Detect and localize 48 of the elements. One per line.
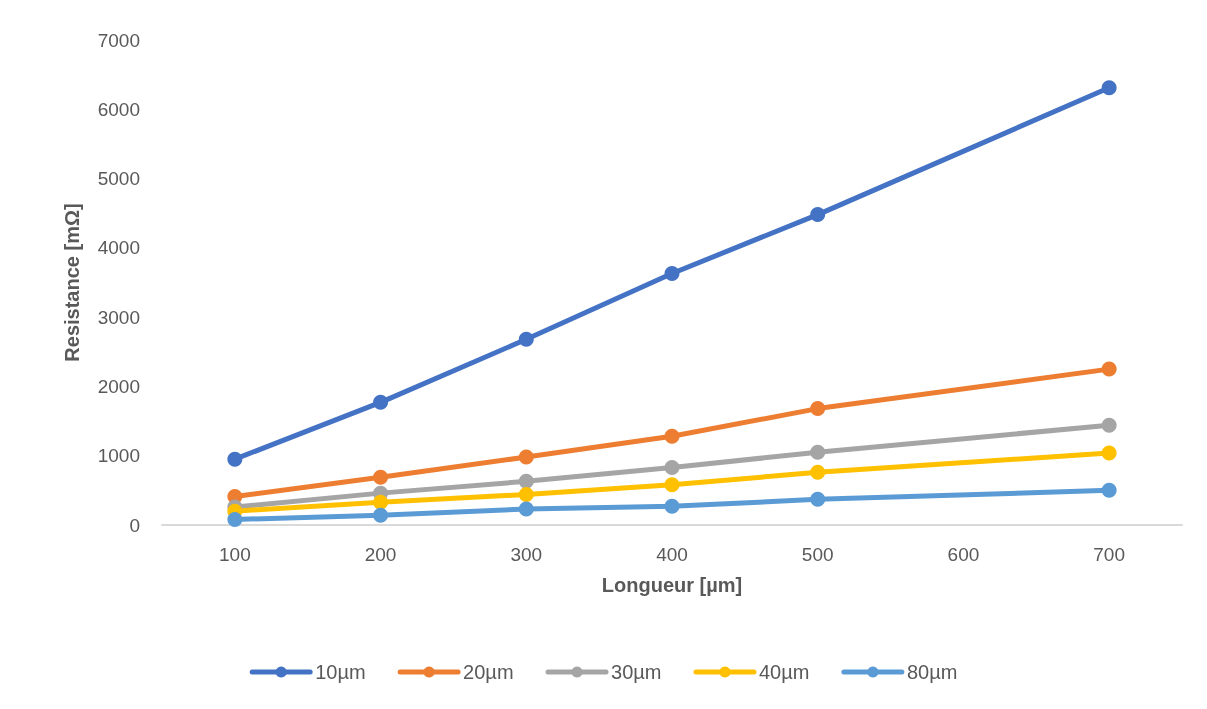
y-tick-label: 5000 — [97, 168, 140, 190]
legend-label: 20µm — [463, 661, 514, 683]
point — [1101, 80, 1117, 96]
y-tick-label: 4000 — [97, 237, 140, 259]
point — [227, 511, 243, 527]
x-axis-title: Longueur [µm] — [601, 574, 743, 596]
point — [1101, 361, 1117, 377]
y-axis-title: Resistance [mΩ] — [61, 203, 83, 362]
x-tick-label: 300 — [510, 544, 543, 565]
point — [664, 498, 680, 514]
point — [1101, 417, 1117, 433]
y-tick-label: 0 — [129, 514, 140, 536]
point — [810, 207, 826, 223]
point — [373, 494, 389, 510]
point — [664, 460, 680, 475]
legend-label: 80µm — [906, 661, 958, 683]
point — [518, 449, 534, 465]
x-tick-label: 500 — [801, 544, 834, 565]
point — [664, 266, 680, 281]
y-tick-label: 6000 — [97, 98, 140, 120]
point — [1101, 445, 1117, 461]
x-tick-label: 100 — [219, 544, 251, 565]
point — [373, 469, 389, 485]
point — [664, 428, 680, 444]
point — [810, 401, 826, 417]
y-tick-label: 2000 — [97, 375, 140, 397]
x-tick-label: 700 — [1093, 544, 1125, 565]
x-tick-label: 200 — [364, 544, 397, 565]
point — [810, 464, 826, 480]
point — [1101, 482, 1117, 498]
point — [810, 491, 826, 507]
point — [518, 487, 534, 503]
x-tick-label: 600 — [947, 544, 980, 565]
legend-label: 30µm — [611, 661, 662, 683]
y-tick-label: 7000 — [97, 29, 140, 51]
point — [518, 473, 534, 489]
point — [227, 451, 243, 467]
point — [373, 507, 389, 523]
legend-label: 10µm — [315, 661, 366, 683]
x-tick-label: 400 — [656, 544, 688, 565]
point — [373, 394, 389, 410]
point — [664, 477, 680, 493]
point — [518, 331, 534, 347]
point — [810, 444, 826, 460]
point — [518, 501, 534, 517]
y-tick-label: 1000 — [97, 445, 140, 467]
legend-label: 40µm — [758, 661, 810, 683]
y-tick-label: 3000 — [97, 306, 140, 328]
